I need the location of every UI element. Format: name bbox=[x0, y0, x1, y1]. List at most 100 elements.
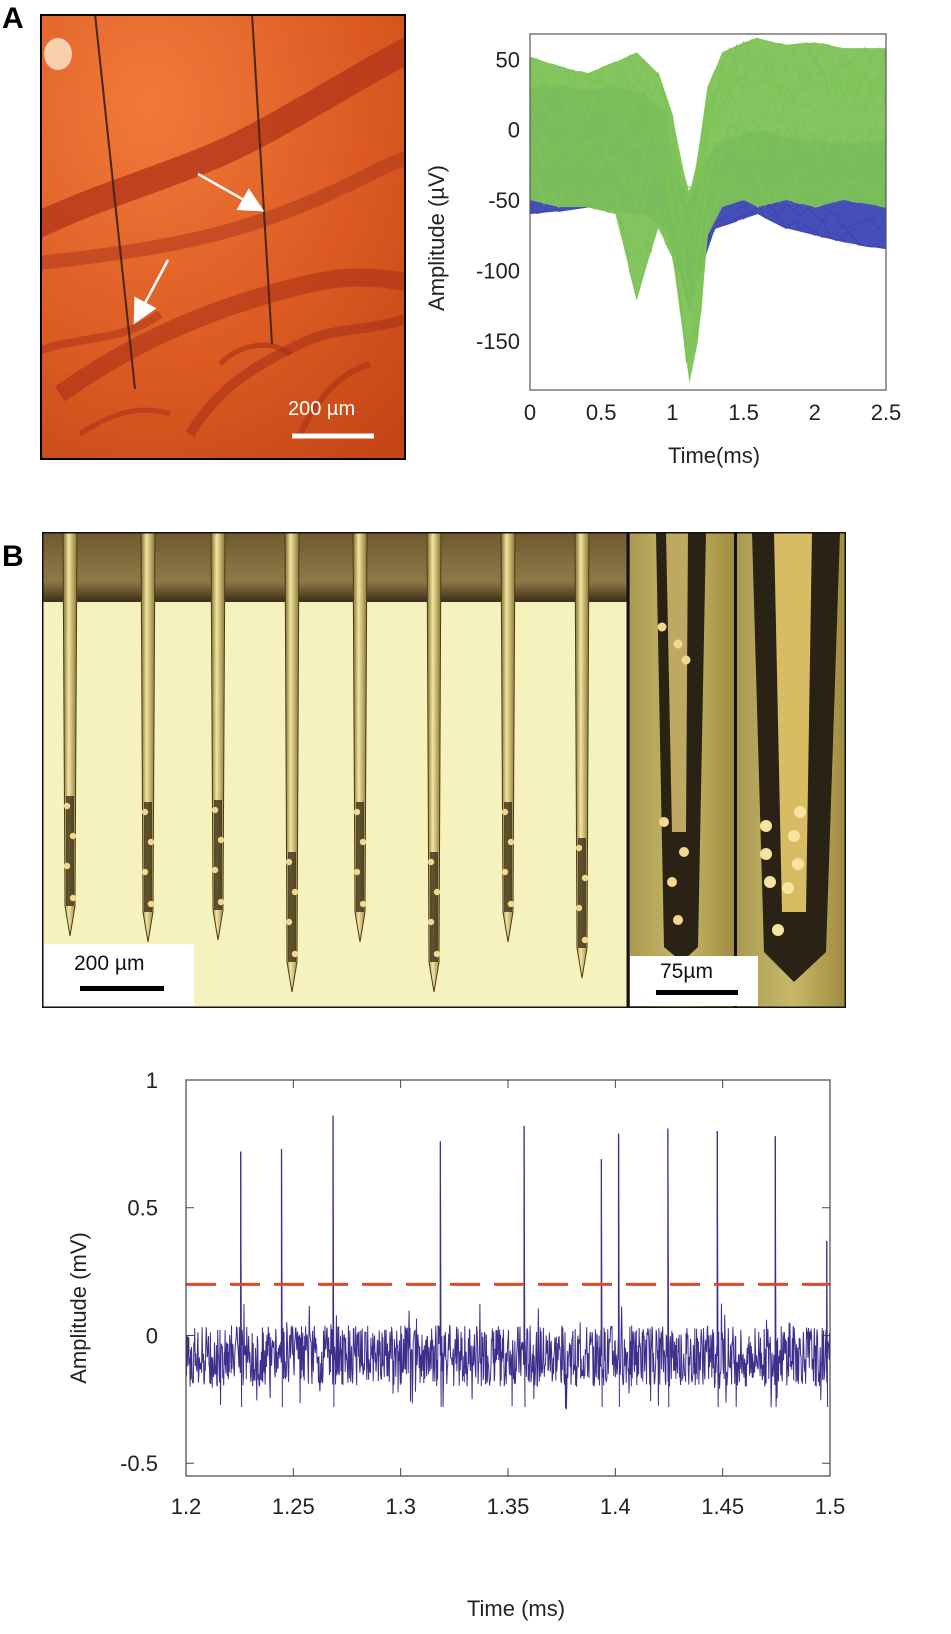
waveform-trace bbox=[529, 132, 887, 317]
waveform-trace bbox=[529, 75, 887, 254]
probe-tip-svg bbox=[626, 530, 848, 1010]
shank-tip-region bbox=[430, 852, 438, 962]
trace-y-tick: -0.5 bbox=[120, 1451, 158, 1476]
trace-x-tick: 1.35 bbox=[487, 1494, 530, 1519]
trace-frame bbox=[185, 1079, 831, 1477]
shank-tip-region bbox=[144, 802, 152, 912]
shank-tip-region bbox=[356, 802, 364, 912]
electrode-site bbox=[353, 808, 361, 816]
trace-y-tick: 0 bbox=[146, 1323, 158, 1348]
electrode-site bbox=[575, 844, 583, 852]
trace-chart: 1.2 1.25 1.3 1.35 1.4 1.45 1.5 1 0.5 0 -0.5 Time … bbox=[60, 1068, 951, 1629]
trace-x-tick: 1.25 bbox=[272, 1494, 315, 1519]
waveform-x-tick: 2.5 bbox=[871, 400, 902, 425]
probe-tip-photos: 75µm bbox=[626, 530, 848, 1010]
trace-y-label: Amplitude (mV) bbox=[66, 1232, 91, 1384]
shank-tip-region bbox=[288, 852, 296, 962]
waveform-trace bbox=[529, 126, 887, 295]
trace-y-tick: 1 bbox=[146, 1068, 158, 1093]
waveform-y-tick: -50 bbox=[488, 188, 520, 213]
electrode-site bbox=[147, 900, 155, 908]
raw-voltage-trace bbox=[185, 1115, 831, 1410]
electrode-site bbox=[141, 808, 149, 816]
electrode-site bbox=[211, 806, 219, 814]
electrode-site bbox=[285, 918, 293, 926]
probe-scale-box: 200 µm bbox=[44, 944, 194, 1006]
electrode-site bbox=[507, 838, 515, 846]
shank-tip-region bbox=[66, 796, 74, 906]
waveform-y-tick: 50 bbox=[496, 47, 520, 72]
shank-tip-region bbox=[214, 800, 222, 910]
waveform-x-label: Time(ms) bbox=[668, 443, 760, 468]
electrode-site bbox=[353, 868, 361, 876]
trace-x-tick: 1.2 bbox=[171, 1494, 202, 1519]
electrode-site bbox=[69, 832, 77, 840]
probe-array-svg bbox=[40, 530, 630, 1010]
electrode-site bbox=[507, 900, 515, 908]
waveform-x-tick: 1 bbox=[666, 400, 678, 425]
electrode-site bbox=[63, 802, 71, 810]
electrode-site bbox=[581, 874, 589, 882]
electrode-site bbox=[427, 858, 435, 866]
electrode-site bbox=[217, 898, 225, 906]
waveform-trace bbox=[529, 49, 887, 205]
waveform-chart-svg: 0 0.5 1 1.5 2 2.5 50 0 -50 -100 -150 Time(ms) Amp… bbox=[424, 33, 901, 468]
waveform-x-tick: 2 bbox=[809, 400, 821, 425]
trace-chart-svg: 1.2 1.25 1.3 1.35 1.4 1.45 1.5 1 0.5 0 -0.5 Time … bbox=[66, 1068, 846, 1621]
waveform-trace bbox=[529, 40, 887, 198]
electrode-site bbox=[433, 950, 441, 958]
probe-array-photo: 200 µm bbox=[40, 530, 630, 1010]
electrode-site bbox=[291, 888, 299, 896]
cortex-photo: 200 µm bbox=[24, 12, 426, 462]
waveform-x-ticks: 0 0.5 1 1.5 2 2.5 bbox=[524, 400, 901, 425]
trace-x-tick: 1.3 bbox=[385, 1494, 416, 1519]
waveform-y-tick: 0 bbox=[508, 118, 520, 143]
waveform-clusters bbox=[529, 37, 887, 383]
photo-scale-label: 200 µm bbox=[288, 398, 356, 420]
waveform-x-tick: 1.5 bbox=[728, 400, 759, 425]
electrode-site bbox=[69, 894, 77, 902]
tip-scale-label: 75µm bbox=[660, 960, 713, 983]
trace-y-ticks: 1 0.5 0 -0.5 bbox=[120, 1068, 830, 1476]
waveform-frame bbox=[529, 33, 887, 391]
electrode-site bbox=[359, 838, 367, 846]
probe-scale-label: 200 µm bbox=[74, 952, 145, 975]
waveform-y-ticks: 50 0 -50 -100 -150 bbox=[476, 47, 520, 353]
trace-x-tick: 1.4 bbox=[600, 1494, 631, 1519]
tip-scale-bar bbox=[656, 990, 738, 995]
waveform-trace bbox=[529, 180, 887, 364]
electrode-site bbox=[575, 904, 583, 912]
waveform-trace bbox=[529, 51, 887, 223]
electrode-site bbox=[211, 866, 219, 874]
trace-data bbox=[185, 1115, 831, 1410]
trace-x-label: Time (ms) bbox=[467, 1596, 565, 1621]
electrode-site bbox=[147, 838, 155, 846]
shank-tip-region bbox=[504, 802, 512, 912]
tip-scale-box: 75µm bbox=[630, 956, 758, 1006]
trace-x-ticks: 1.2 1.25 1.3 1.35 1.4 1.45 1.5 bbox=[171, 1080, 846, 1519]
trace-y-tick: 0.5 bbox=[127, 1196, 158, 1221]
waveform-chart: 0 0.5 1 1.5 2 2.5 50 0 -50 -100 -150 Time(ms) Amp… bbox=[410, 18, 951, 478]
electrode-site bbox=[217, 836, 225, 844]
shank-tip-region bbox=[578, 838, 586, 948]
waveform-x-tick: 0.5 bbox=[586, 400, 617, 425]
waveform-trace bbox=[529, 93, 887, 282]
waveform-x-tick: 0 bbox=[524, 400, 536, 425]
waveform-y-tick: -150 bbox=[476, 329, 520, 354]
panel-a-letter: A bbox=[2, 2, 24, 35]
panel-b-letter: B bbox=[2, 540, 24, 573]
electrode-site bbox=[63, 862, 71, 870]
electrode-site bbox=[581, 936, 589, 944]
electrode-site bbox=[291, 950, 299, 958]
waveform-y-tick: -100 bbox=[476, 258, 520, 283]
electrode-site bbox=[501, 808, 509, 816]
cortex-photo-svg bbox=[24, 12, 426, 462]
electrode-site bbox=[501, 868, 509, 876]
waveform-y-label: Amplitude (µV) bbox=[424, 165, 449, 311]
probe-scale-bar bbox=[80, 986, 164, 991]
electrode-site bbox=[285, 858, 293, 866]
trace-x-tick: 1.5 bbox=[815, 1494, 846, 1519]
electrode-site bbox=[433, 888, 441, 896]
probe-shanks bbox=[62, 531, 590, 993]
electrode-site bbox=[427, 918, 435, 926]
